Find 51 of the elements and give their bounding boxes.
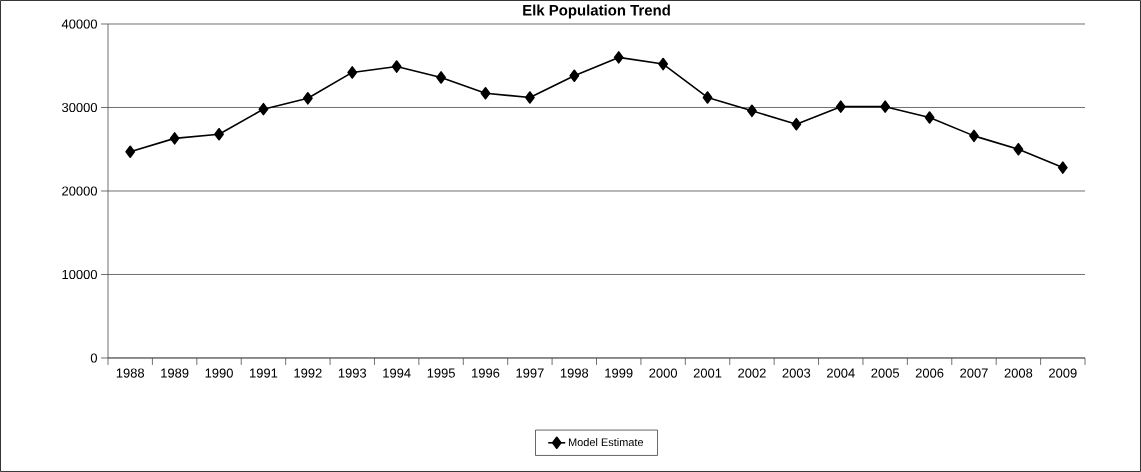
y-tick-label: 30000 xyxy=(62,102,98,113)
x-tick-label: 2002 xyxy=(738,368,766,378)
x-tick-label: 1994 xyxy=(383,368,411,378)
x-tick-label: 2001 xyxy=(693,368,722,378)
x-tick-label: 2006 xyxy=(915,368,944,378)
legend-label: Model Estimate xyxy=(568,438,644,447)
x-tick-label: 2005 xyxy=(871,368,900,378)
point xyxy=(658,57,669,71)
point xyxy=(480,87,491,100)
y-tick-label: 20000 xyxy=(62,186,98,196)
point xyxy=(436,71,446,84)
point xyxy=(702,91,713,104)
point xyxy=(880,100,891,113)
point xyxy=(835,100,846,113)
point xyxy=(791,117,802,131)
point xyxy=(969,129,979,143)
y-tick-label: 0 xyxy=(90,353,98,363)
x-tick-label: 1997 xyxy=(516,368,544,378)
x-tick-label: 2000 xyxy=(649,368,678,378)
x-tick-label: 1998 xyxy=(560,368,589,378)
x-tick-label: 1988 xyxy=(116,368,145,378)
x-tick-label: 2003 xyxy=(782,368,811,378)
x-tick-label: 1996 xyxy=(472,368,500,378)
y-tick-label: 40000 xyxy=(61,19,98,29)
point xyxy=(1057,161,1068,174)
x-tick-label: 2007 xyxy=(960,368,988,378)
x-tick-label: 1991 xyxy=(250,368,278,378)
point xyxy=(1013,142,1024,156)
x-tick-label: 2008 xyxy=(1004,368,1033,378)
x-tick-label: 1992 xyxy=(294,368,322,378)
point xyxy=(524,91,535,104)
x-tick-label: 1989 xyxy=(161,368,189,378)
x-tick-label: 1995 xyxy=(427,368,455,378)
x-tick-label: 1993 xyxy=(338,368,367,378)
point xyxy=(347,66,358,79)
point xyxy=(569,69,580,83)
point xyxy=(391,60,402,73)
point xyxy=(924,111,935,124)
point xyxy=(258,102,269,116)
x-tick-label: 2004 xyxy=(827,368,855,378)
point xyxy=(169,132,180,145)
point xyxy=(125,145,136,159)
x-tick-label: 2009 xyxy=(1049,368,1077,378)
point xyxy=(613,51,624,64)
point xyxy=(747,104,757,118)
point xyxy=(214,127,224,141)
x-tick-label: 1990 xyxy=(205,368,233,378)
x-tick-label: 1999 xyxy=(605,368,633,378)
chart-title: Elk Population Trend xyxy=(523,4,670,19)
point xyxy=(302,92,313,105)
y-tick-label: 10000 xyxy=(62,269,98,280)
